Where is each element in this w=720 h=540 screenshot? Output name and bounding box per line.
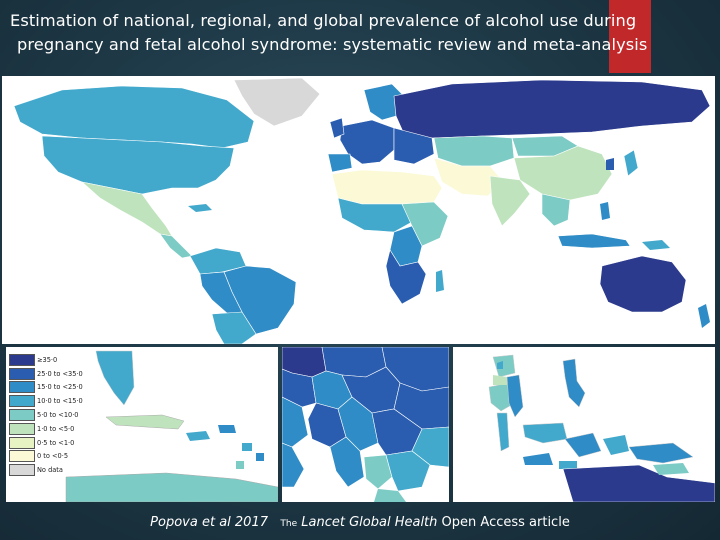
new-zealand [698, 304, 710, 328]
legend-item: 0 to <0·5 [9, 450, 83, 464]
legend-swatch [9, 409, 35, 422]
legend-item: 0·5 to <1·0 [9, 436, 83, 450]
legend-item: ≥35·0 [9, 353, 83, 367]
legend-label: 0·5 to <1·0 [37, 438, 75, 447]
red-accent-bar [609, 0, 651, 73]
legend: ≥35·0 25·0 to <35·0 15·0 to <25·0 10·0 to <… [9, 353, 83, 477]
legend-swatch [9, 367, 35, 380]
legend-label: 10·0 to <15·0 [37, 397, 83, 406]
australia [599, 255, 687, 313]
legend-label: ≥35·0 [37, 355, 58, 364]
caption-journal: Lancet Global Health [301, 515, 438, 530]
iberia [327, 153, 353, 173]
uk-ireland [329, 117, 345, 139]
japan [623, 149, 639, 177]
legend-swatch [9, 353, 35, 366]
legend-label: 5·0 to <10·0 [37, 411, 79, 420]
legend-swatch [9, 436, 35, 449]
legend-item: 15·0 to <25·0 [9, 381, 83, 395]
legend-swatch [9, 422, 35, 435]
legend-swatch [9, 381, 35, 394]
legend-label: 25·0 to <35·0 [37, 369, 83, 378]
usa [41, 135, 235, 195]
greenland [233, 77, 321, 127]
slide-title: Estimation of national, regional, and gl… [10, 9, 715, 57]
eastern-europe [393, 127, 435, 165]
legend-label: 15·0 to <25·0 [37, 383, 83, 392]
legend-swatch [9, 395, 35, 408]
central-asia [433, 135, 515, 167]
europe-inset-map [282, 347, 449, 502]
caption-access: Open Access article [441, 515, 570, 530]
philippines [600, 202, 610, 220]
southern-africa [385, 249, 427, 305]
title-line-1: Estimation of national, regional, and gl… [10, 11, 637, 30]
papua-new-guinea [642, 240, 670, 250]
legend-item: 10·0 to <15·0 [9, 394, 83, 408]
legend-item: 5·0 to <10·0 [9, 408, 83, 422]
caption-the: The [280, 519, 298, 529]
legend-swatch [9, 464, 35, 477]
southeast-asia-inset-map [453, 347, 715, 502]
argentina-chile [211, 311, 257, 344]
legend-item: 25·0 to <35·0 [9, 367, 83, 381]
legend-label: 0 to <0·5 [37, 452, 69, 461]
western-europe [339, 119, 395, 165]
source-caption: Popova et al 2017 The Lancet Global Heal… [0, 515, 720, 530]
legend-swatch [9, 450, 35, 463]
southeast-asia [541, 193, 571, 227]
caption-authors: Popova et al 2017 [150, 515, 268, 530]
legend-item: No data [9, 463, 83, 477]
legend-label: No data [37, 466, 63, 475]
madagascar [436, 270, 444, 292]
china [513, 145, 613, 201]
title-line-2: pregnancy and fetal alcohol syndrome: sy… [17, 35, 648, 54]
legend-label: 1·0 to <5·0 [37, 424, 75, 433]
korea [606, 158, 614, 170]
india [489, 175, 531, 227]
west-africa [337, 197, 413, 233]
legend-panel: ≥35·0 25·0 to <35·0 15·0 to <25·0 10·0 to <… [6, 347, 278, 502]
legend-item: 1·0 to <5·0 [9, 422, 83, 436]
north-africa [331, 169, 443, 205]
world-map [2, 76, 715, 344]
indonesia [557, 233, 631, 249]
